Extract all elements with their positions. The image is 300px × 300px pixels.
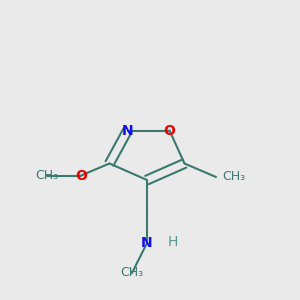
Text: CH₃: CH₃: [120, 266, 144, 280]
Text: N: N: [122, 124, 133, 137]
Text: CH₃: CH₃: [222, 170, 245, 184]
Text: N: N: [141, 236, 153, 250]
Text: H: H: [167, 235, 178, 249]
Text: CH₃: CH₃: [35, 169, 58, 182]
Text: O: O: [75, 169, 87, 182]
Text: O: O: [164, 124, 175, 137]
